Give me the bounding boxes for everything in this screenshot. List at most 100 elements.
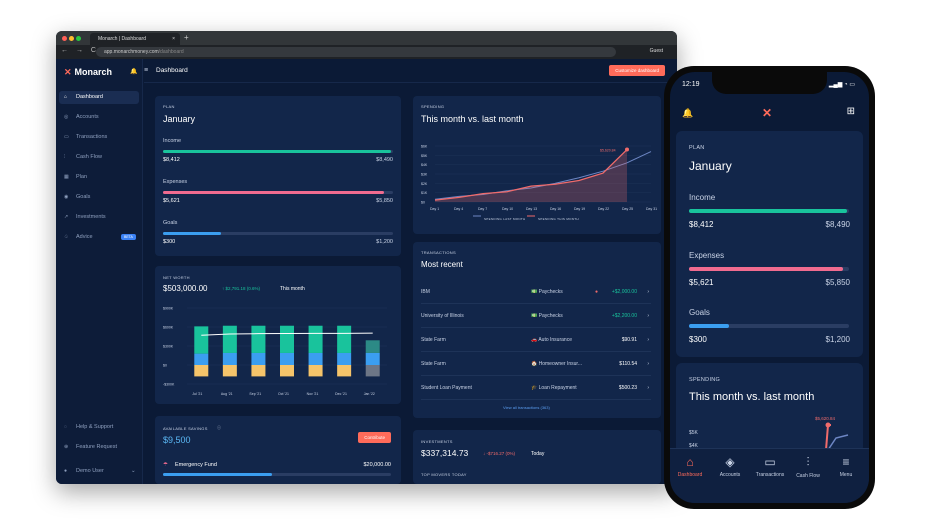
investments-card[interactable]: INVESTMENTS $337,314.73 ↓ -$716.27 (0%) … xyxy=(413,430,661,484)
income-bar-fill xyxy=(163,150,391,153)
info-icon[interactable]: ⓘ xyxy=(217,425,222,430)
marker-label: $5,620.84 xyxy=(600,149,616,153)
savings-goal-bar-fill xyxy=(163,473,273,476)
sidebar-item-dashboard[interactable]: ⌂ Dashboard xyxy=(59,91,139,104)
card-tab-icon: ▭ xyxy=(764,455,776,469)
menu-icon[interactable]: ≡ xyxy=(144,67,149,74)
bar-investments xyxy=(337,325,352,353)
transaction-row[interactable]: Student Loan Payment 🎓 Loan Repayment $500… xyxy=(421,376,651,400)
net-worth-period: This month xyxy=(280,286,305,292)
sidebar-item-plan[interactable]: ▦ Plan xyxy=(64,174,88,180)
plan-label: PLAN xyxy=(163,104,175,109)
net-worth-card[interactable]: NET WORTH $503,000.00 ↑ $2,791.18 (0.6%)… xyxy=(155,266,401,404)
goals-bar-fill xyxy=(163,232,221,235)
view-all-link[interactable]: View all transactions (363) xyxy=(503,405,550,410)
close-tab-icon[interactable]: × xyxy=(172,36,175,42)
card-icon: ▭ xyxy=(64,134,69,140)
transaction-row[interactable]: State Farm 🏠 Homeowner Insur... $110.54 › xyxy=(421,352,651,376)
transaction-amount: +$2,000.00 xyxy=(611,289,637,295)
menu-tab-icon: ≡ xyxy=(842,455,850,469)
spending-card[interactable]: SPENDING This month vs. last month $6K $5… xyxy=(413,96,661,234)
sidebar-item-cash-flow[interactable]: ⫶ Cash Flow xyxy=(64,154,102,160)
address-bar: ← → C app.monarchmoney.com/dashboard Gue… xyxy=(56,45,677,59)
transaction-category: 🎓 Loan Repayment xyxy=(531,385,577,391)
grid-icon[interactable]: ⊞ xyxy=(846,106,855,117)
chevron-right-icon: › xyxy=(647,337,649,343)
bar-liabilities xyxy=(337,365,352,377)
transaction-row[interactable]: State Farm 🚗 Auto Insurance $90.91 › xyxy=(421,328,651,352)
y-tick-label: $300K xyxy=(163,345,174,349)
x-tick-label: Nov '21 xyxy=(307,392,319,396)
income-value: $8,412 xyxy=(163,157,180,163)
transactions-card[interactable]: TRANSACTIONS Most recent IBM 💵 Paychecks ●… xyxy=(413,242,661,418)
transaction-name: Student Loan Payment xyxy=(421,385,472,391)
phone-spending-label: SPENDING xyxy=(689,377,721,383)
transaction-category: 💵 Paychecks xyxy=(531,289,563,295)
savings-goal-name: Emergency Fund xyxy=(175,462,217,468)
legend-this-month: SPENDING THIS MONTH xyxy=(538,217,579,221)
sidebar-item-goals[interactable]: ◉ Goals xyxy=(64,194,91,200)
maximize-dot[interactable] xyxy=(76,36,81,41)
logo[interactable]: ✕ Monarch xyxy=(64,67,113,77)
phone-plan-card[interactable]: PLAN January Income $8,412 $8,490 Expens… xyxy=(676,131,863,357)
user-menu[interactable]: ● Demo User ⌄ xyxy=(64,468,136,474)
phone-goals-bar xyxy=(689,324,849,328)
sidebar-item-investments[interactable]: ↗ Investments xyxy=(64,214,106,220)
target-icon: ◉ xyxy=(64,194,69,200)
savings-card[interactable]: AVAILABLE SAVINGS ⓘ $9,500 Contribute ☂ … xyxy=(155,416,401,484)
investments-value: $337,314.73 xyxy=(421,448,469,458)
guest-profile[interactable]: Guest xyxy=(649,48,663,54)
tab-transactions[interactable]: ▭ Transactions xyxy=(750,455,790,478)
nav-icons[interactable]: ← → C xyxy=(61,47,99,54)
tab-cash-flow[interactable]: ⫶ Cash Flow xyxy=(788,455,828,479)
bell-icon[interactable]: 🔔 xyxy=(130,69,138,75)
new-tab-icon[interactable]: + xyxy=(184,33,189,42)
transaction-name: State Farm xyxy=(421,361,446,367)
phone-frame: 12:19 ▂▄▆ ◔ ▭ 🔔 ✕ ⊞ PLAN January Income … xyxy=(664,66,875,509)
phone-tick-4k: $4K xyxy=(689,443,698,449)
customize-dashboard-button[interactable]: Customize dashboard xyxy=(609,65,665,76)
phone-spending-card[interactable]: SPENDING This month vs. last month $5K $… xyxy=(676,363,863,453)
home-tab-icon: ⌂ xyxy=(686,455,694,469)
x-tick-label: Day 25 xyxy=(622,207,633,211)
x-tick-label: Day 7 xyxy=(478,207,487,211)
bar-liabilities xyxy=(280,365,294,377)
contribute-button[interactable]: Contribute xyxy=(358,432,391,443)
transaction-name: University of Illinois xyxy=(421,313,464,319)
umbrella-icon: ☂ xyxy=(163,462,168,468)
feature-request-link[interactable]: ⊕ Feature Request xyxy=(64,444,117,450)
savings-goal-bar xyxy=(163,473,391,476)
y-tick-label: $4K xyxy=(421,163,428,167)
phone-income-value: $8,412 xyxy=(689,220,714,229)
x-tick-label: Jul '21 xyxy=(192,392,202,396)
sidebar-item-transactions[interactable]: ▭ Transactions xyxy=(64,134,108,140)
phone-expenses-label: Expenses xyxy=(689,251,725,260)
phone-goals-label: Goals xyxy=(689,308,710,317)
sidebar-item-accounts[interactable]: ◎ Accounts xyxy=(64,114,99,120)
help-support-link[interactable]: ◌ Help & Support xyxy=(64,424,114,430)
income-bar xyxy=(163,150,393,153)
chevron-right-icon: › xyxy=(647,361,649,367)
close-dot[interactable] xyxy=(62,36,67,41)
expenses-budget: $5,850 xyxy=(376,198,393,204)
minimize-dot[interactable] xyxy=(69,36,74,41)
bar-investments xyxy=(194,326,209,354)
spending-title: This month vs. last month xyxy=(421,114,524,124)
tab-dashboard[interactable]: ⌂ Dashboard xyxy=(670,455,710,478)
savings-value: $9,500 xyxy=(163,435,191,445)
y-tick-label: $900K xyxy=(163,307,174,311)
url-input[interactable]: app.monarchmoney.com/dashboard xyxy=(96,47,616,57)
phone-bell-icon[interactable]: 🔔 xyxy=(682,108,694,118)
browser-tab[interactable]: Monarch | Dashboard × xyxy=(90,33,180,45)
bar-liabilities xyxy=(222,365,237,377)
plan-card[interactable]: PLAN January Income $8,412 $8,490 Expens… xyxy=(155,96,401,256)
transaction-row[interactable]: IBM 💵 Paychecks ● +$2,000.00 › xyxy=(421,280,651,304)
y-tick-label: $3K xyxy=(421,173,428,177)
sidebar-item-advice[interactable]: ♤ Advice BETA xyxy=(59,231,139,244)
tab-accounts[interactable]: ◈ Accounts xyxy=(710,455,750,478)
tab-menu[interactable]: ≡ Menu xyxy=(826,455,866,478)
y-tick-label: $6K xyxy=(421,145,428,149)
transaction-row[interactable]: University of Illinois 💵 Paychecks +$2,200… xyxy=(421,304,651,328)
phone-goals-budget: $1,200 xyxy=(825,335,850,344)
y-tick-label: $0 xyxy=(421,201,425,205)
